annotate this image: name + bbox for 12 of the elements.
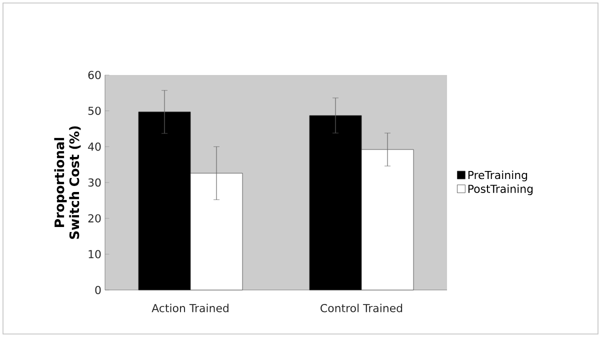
y-tick-label: 0: [95, 286, 101, 294]
legend-label: PostTraining: [468, 184, 533, 196]
y-tick-label: 50: [88, 106, 101, 115]
y-tick-label: 40: [88, 142, 101, 151]
y-tick-label: 30: [88, 178, 101, 187]
y-tick-label: 20: [88, 214, 101, 222]
legend-label: PreTraining: [468, 170, 528, 182]
y-tick-label: 60: [88, 70, 101, 80]
x-tick-label: Control Trained: [320, 304, 402, 312]
y-tick-label: 10: [88, 250, 101, 258]
x-tick-label: Action Trained: [152, 304, 228, 312]
y-axis-title: Proportional Switch Cost (%): [54, 126, 81, 239]
